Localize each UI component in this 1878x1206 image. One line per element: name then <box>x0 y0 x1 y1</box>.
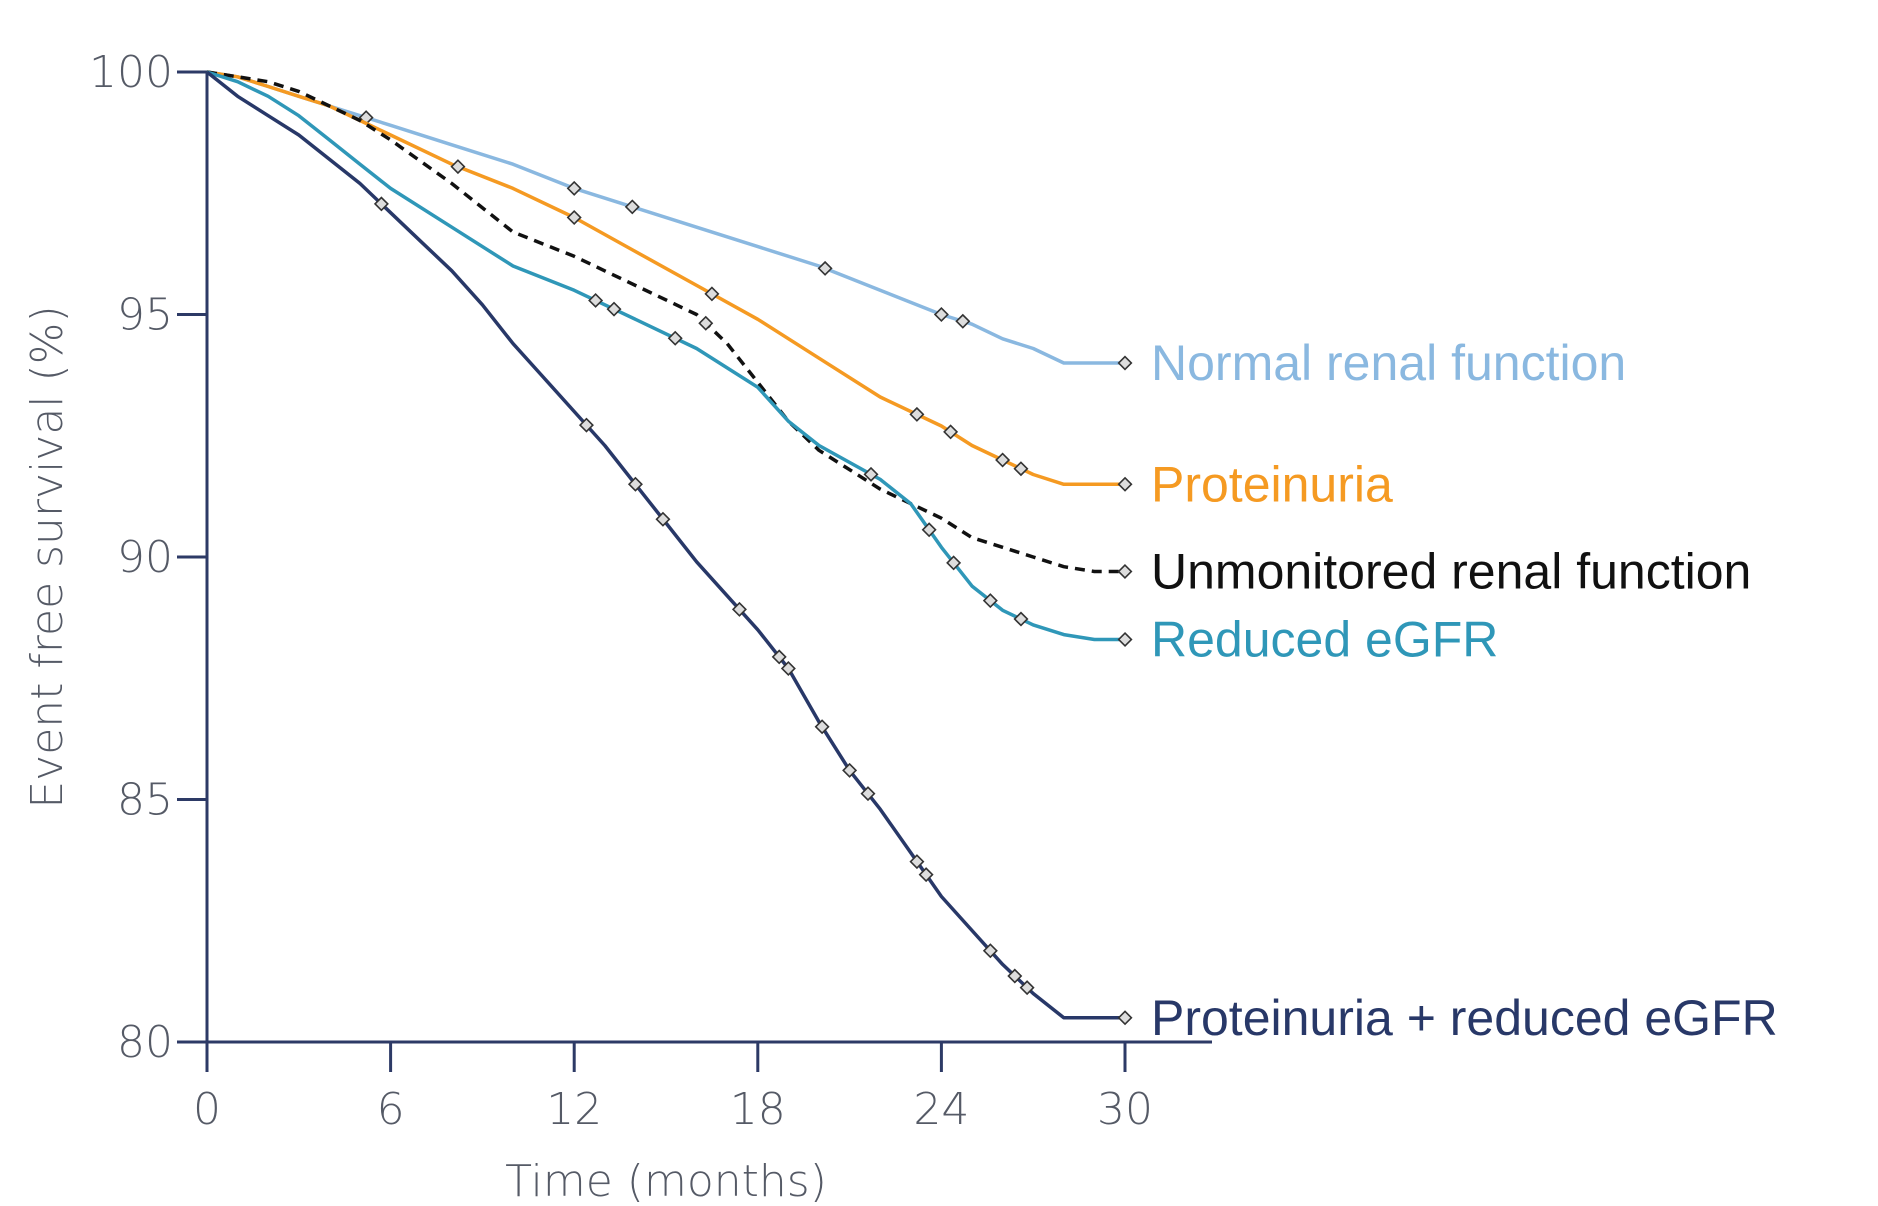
series-line <box>206 70 1125 365</box>
censor-marker <box>918 867 934 883</box>
censor-marker <box>627 476 643 492</box>
censor-marker <box>1117 631 1133 647</box>
series-label: Normal renal function <box>1151 335 1626 391</box>
censor-marker <box>909 406 925 422</box>
y-tick-label: 100 <box>89 47 173 98</box>
censor-marker <box>955 313 971 329</box>
censor-marker <box>982 593 998 609</box>
censor-marker <box>863 466 879 482</box>
x-axis-label: Time (months) <box>505 1156 827 1206</box>
series-line <box>205 70 1125 1020</box>
censor-marker <box>566 180 582 196</box>
x-tick-label: 24 <box>913 1084 969 1135</box>
censor-marker <box>1013 461 1029 477</box>
y-tick-label: 95 <box>117 290 173 341</box>
y-tick-label: 80 <box>117 1017 173 1068</box>
series-4 <box>205 70 1133 1026</box>
censor-marker <box>771 649 787 665</box>
censor-marker <box>995 452 1011 468</box>
series-2 <box>206 70 1133 580</box>
series-0 <box>206 70 1133 371</box>
series-line <box>206 70 1125 487</box>
censor-marker <box>373 196 389 212</box>
series-1 <box>206 70 1133 492</box>
censor-marker <box>566 210 582 225</box>
series-line <box>206 70 1125 574</box>
censor-marker <box>578 417 594 433</box>
series-3 <box>206 70 1133 647</box>
censor-marker <box>943 424 959 440</box>
censor-marker <box>1117 476 1133 492</box>
censor-marker <box>588 292 604 308</box>
series-group <box>205 70 1133 1026</box>
censor-marker <box>624 199 640 215</box>
censor-marker <box>1117 1010 1133 1026</box>
censor-marker <box>704 286 720 302</box>
censor-marker <box>450 159 466 175</box>
censor-marker <box>606 301 622 317</box>
censor-marker <box>921 522 937 538</box>
censor-marker <box>982 943 998 959</box>
x-tick-label: 0 <box>193 1084 221 1135</box>
axes: 80 85 90 95 100 0 6 12 18 24 30 <box>89 47 1212 1135</box>
censor-marker <box>814 719 830 735</box>
series-label: Reduced eGFR <box>1151 611 1498 667</box>
x-tick-label: 12 <box>546 1084 602 1135</box>
series-label: Proteinuria <box>1151 456 1393 512</box>
censor-marker <box>667 330 683 346</box>
censor-marker <box>1007 968 1023 984</box>
series-label: Proteinuria + reduced eGFR <box>1151 990 1778 1046</box>
censor-marker <box>1013 611 1029 627</box>
censor-marker <box>817 260 833 276</box>
censor-marker <box>933 307 949 322</box>
censor-marker <box>780 661 796 677</box>
x-tick-label: 6 <box>377 1084 405 1135</box>
censor-marker <box>1117 564 1133 580</box>
censor-marker <box>1117 355 1133 371</box>
censor-marker <box>698 315 714 331</box>
series-line <box>206 70 1125 642</box>
series-labels: Normal renal function Proteinuria Unmonito… <box>1151 335 1778 1046</box>
x-tick-label: 30 <box>1097 1084 1153 1135</box>
censor-marker <box>1019 980 1035 996</box>
censor-marker <box>860 786 876 802</box>
censor-marker <box>731 601 747 617</box>
y-tick-label: 90 <box>117 532 173 583</box>
series-label: Unmonitored renal function <box>1151 544 1751 600</box>
censor-marker <box>909 854 925 870</box>
y-tick-label: 85 <box>117 775 173 826</box>
censor-marker <box>655 511 671 527</box>
censor-marker <box>946 555 962 571</box>
x-tick-label: 18 <box>730 1084 786 1135</box>
censor-marker <box>842 762 858 778</box>
y-axis-label: Event free survival (%) <box>22 305 73 808</box>
